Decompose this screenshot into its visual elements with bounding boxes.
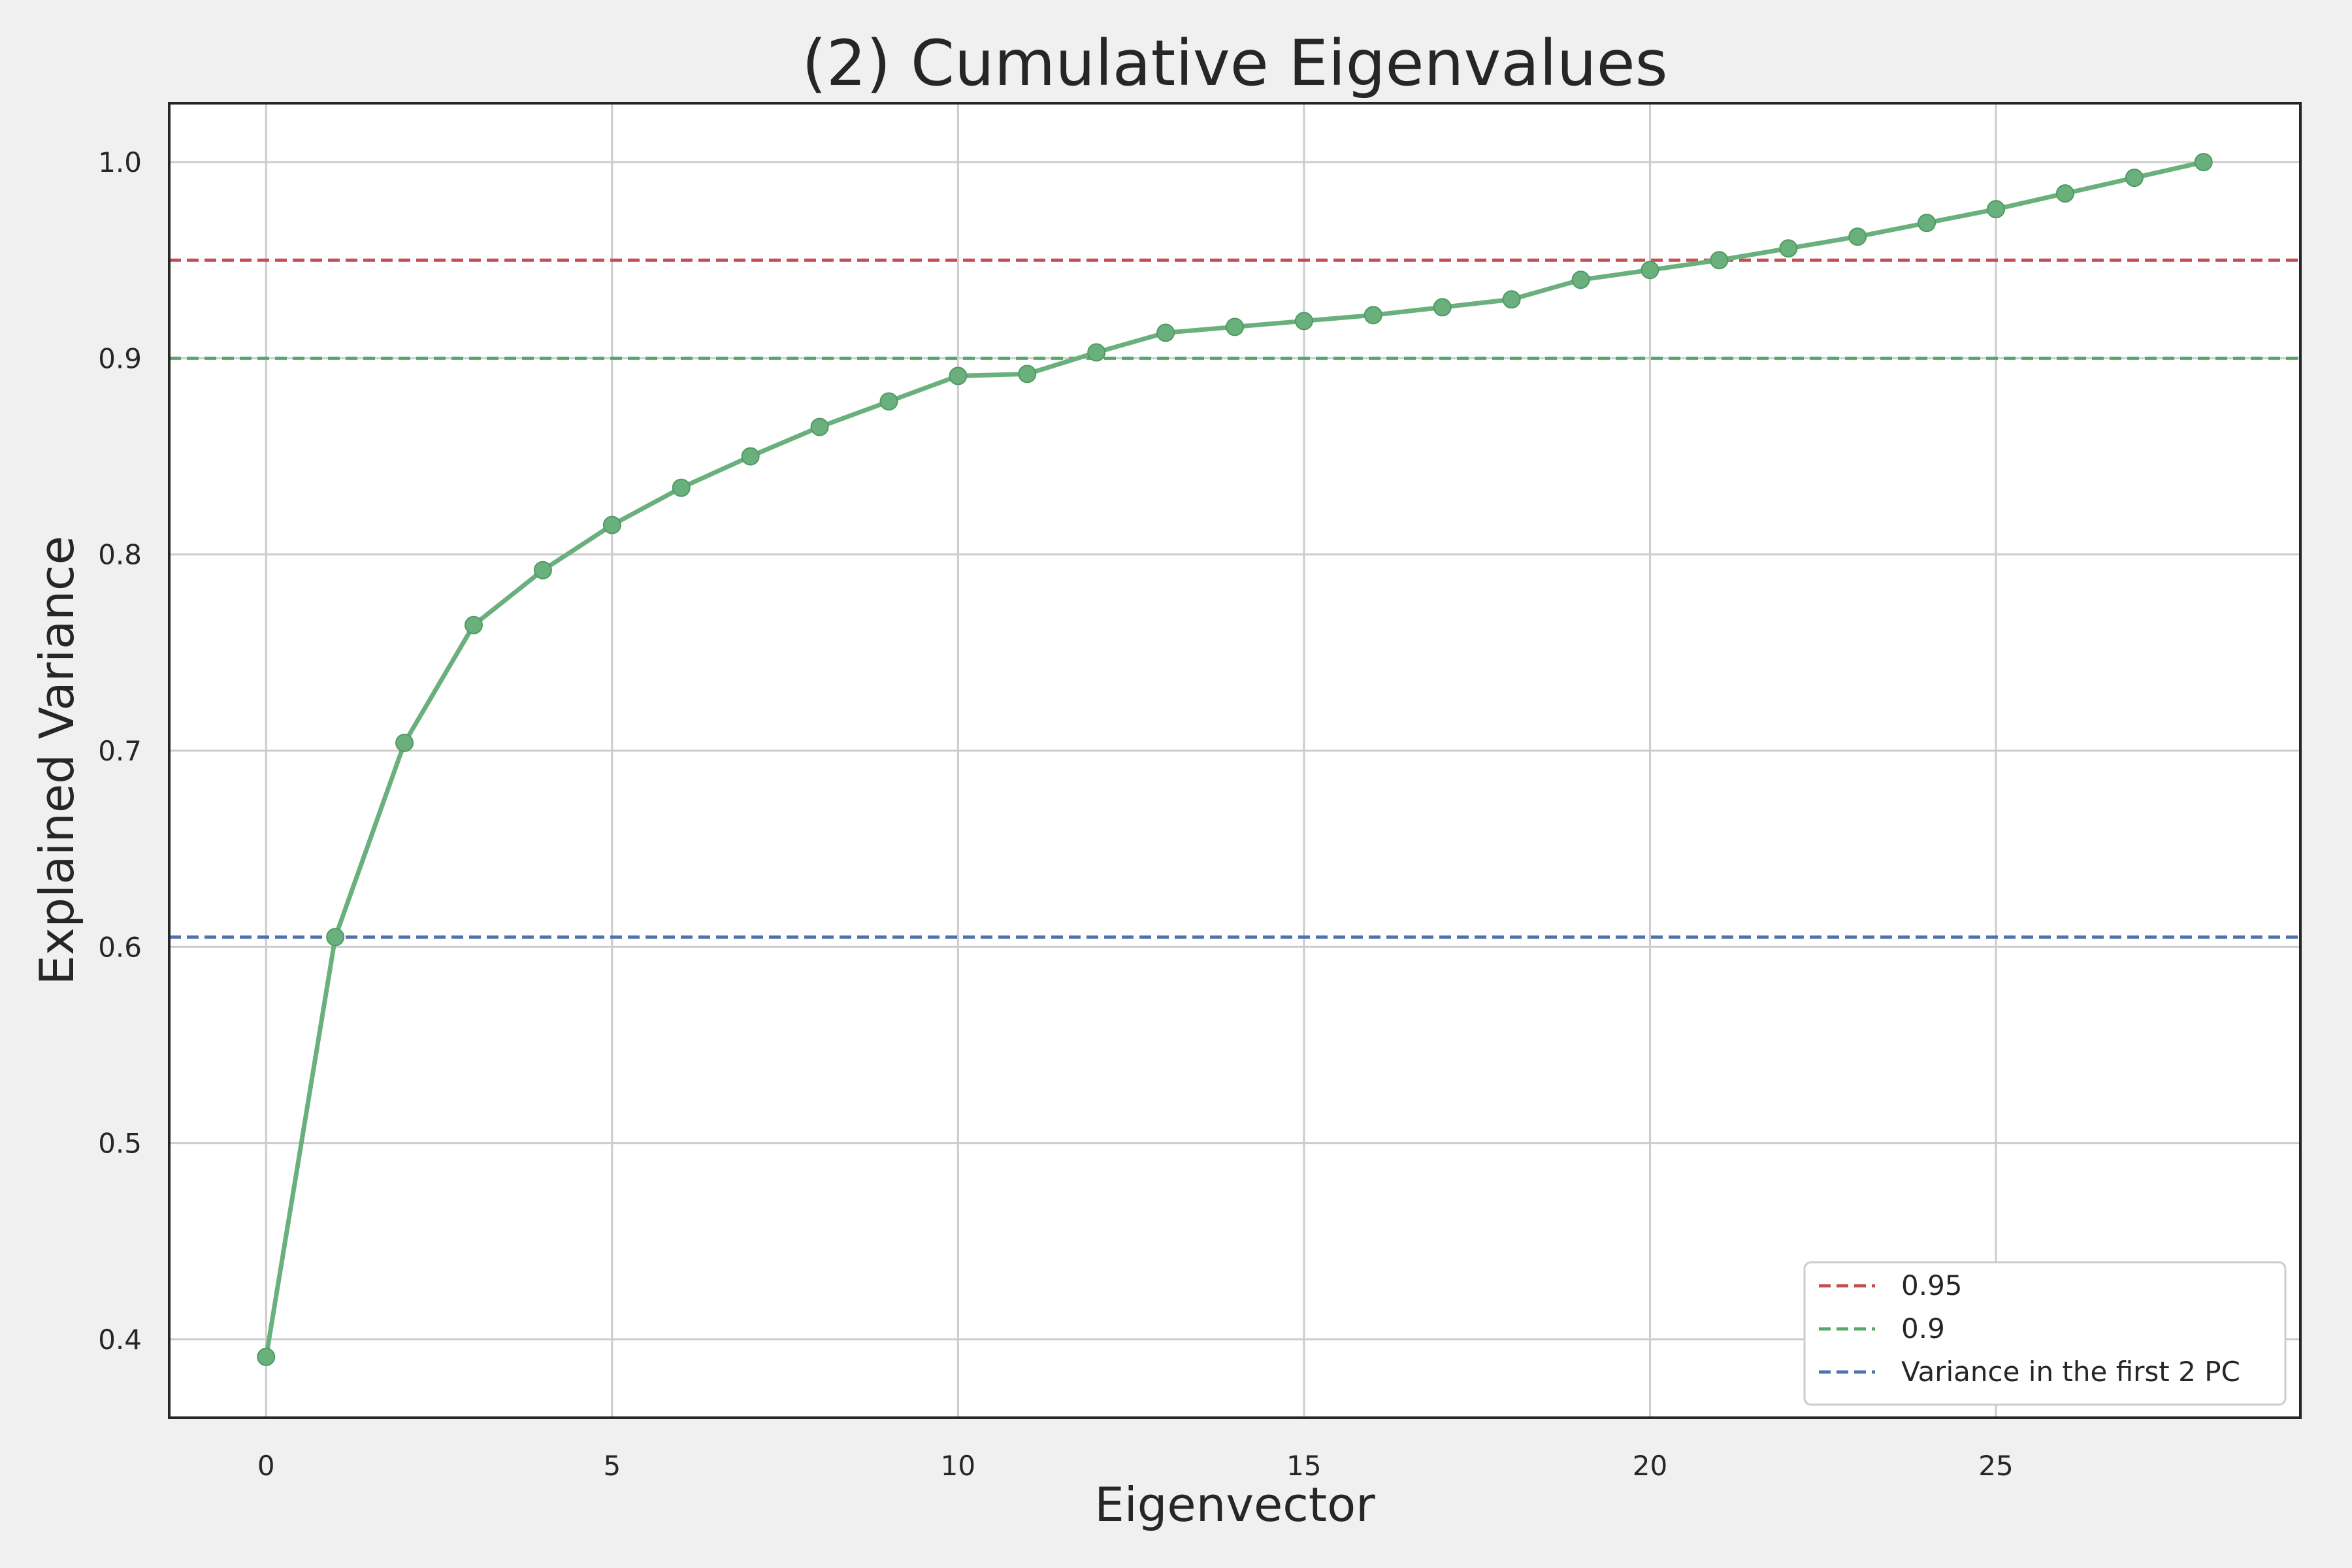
- y-tick-label: 1.0: [98, 146, 142, 178]
- y-tick-label: 0.9: [98, 342, 142, 374]
- legend: 0.95 0.9 Variance in the first 2 PC: [1803, 1261, 2287, 1406]
- data-point: [1433, 298, 1452, 317]
- tick-labels: 0 5 10 15 20 25 0.4 0.5 0.6 0.7 0.8 0.9 1.0: [98, 146, 2014, 1482]
- data-point: [1294, 312, 1313, 331]
- y-axis-label: Explained Variance: [29, 536, 84, 985]
- x-tick-label: 5: [603, 1450, 621, 1482]
- x-tick-label: 25: [1978, 1450, 2013, 1482]
- data-point: [465, 615, 483, 634]
- y-tick-label: 0.4: [98, 1324, 142, 1356]
- data-point: [2055, 184, 2074, 203]
- reference-lines: [169, 258, 2300, 939]
- legend-label-first-2-pc: Variance in the first 2 PC: [1901, 1356, 2240, 1388]
- legend-box: [1803, 1261, 2287, 1406]
- data-point: [257, 1347, 276, 1366]
- x-axis-label: Eigenvector: [1094, 1477, 1375, 1532]
- data-point: [1987, 200, 2005, 219]
- x-tick-label: 0: [257, 1450, 275, 1482]
- data-point: [810, 417, 829, 436]
- data-point: [2125, 169, 2144, 188]
- x-tick-label: 10: [941, 1450, 975, 1482]
- y-tick-label: 0.7: [98, 735, 142, 767]
- data-point: [602, 515, 621, 534]
- data-point: [1156, 323, 1175, 342]
- plot-frame: [168, 102, 2302, 1419]
- data-point: [879, 392, 898, 411]
- data-point: [1364, 306, 1382, 325]
- data-point: [2194, 153, 2213, 172]
- data-point: [1571, 270, 1590, 289]
- data-point: [1641, 261, 1659, 280]
- y-tick-label: 0.8: [98, 539, 142, 571]
- data-point: [1779, 239, 1798, 258]
- data-point: [533, 561, 552, 580]
- plot-area: [169, 103, 2300, 1418]
- y-tick-label: 0.6: [98, 931, 142, 963]
- series-layer: [257, 153, 2213, 1366]
- y-tick-label: 0.5: [98, 1128, 142, 1160]
- data-point: [326, 928, 345, 947]
- legend-label-0.95: 0.95: [1901, 1269, 1963, 1301]
- data-point: [1502, 290, 1521, 309]
- data-point: [672, 478, 691, 497]
- x-tick-label: 20: [1633, 1450, 1667, 1482]
- data-point: [1018, 365, 1037, 384]
- data-point: [1710, 251, 1729, 270]
- data-point: [395, 733, 414, 752]
- data-point: [741, 447, 760, 466]
- data-point: [949, 367, 968, 385]
- data-point: [1848, 227, 1867, 246]
- x-tick-label: 15: [1286, 1450, 1321, 1482]
- legend-label-0.9: 0.9: [1901, 1313, 1945, 1345]
- chart-title: (2) Cumulative Eigenvalues: [802, 27, 1667, 100]
- data-point: [1226, 318, 1244, 336]
- data-point: [1918, 214, 1936, 233]
- data-point: [1087, 343, 1106, 362]
